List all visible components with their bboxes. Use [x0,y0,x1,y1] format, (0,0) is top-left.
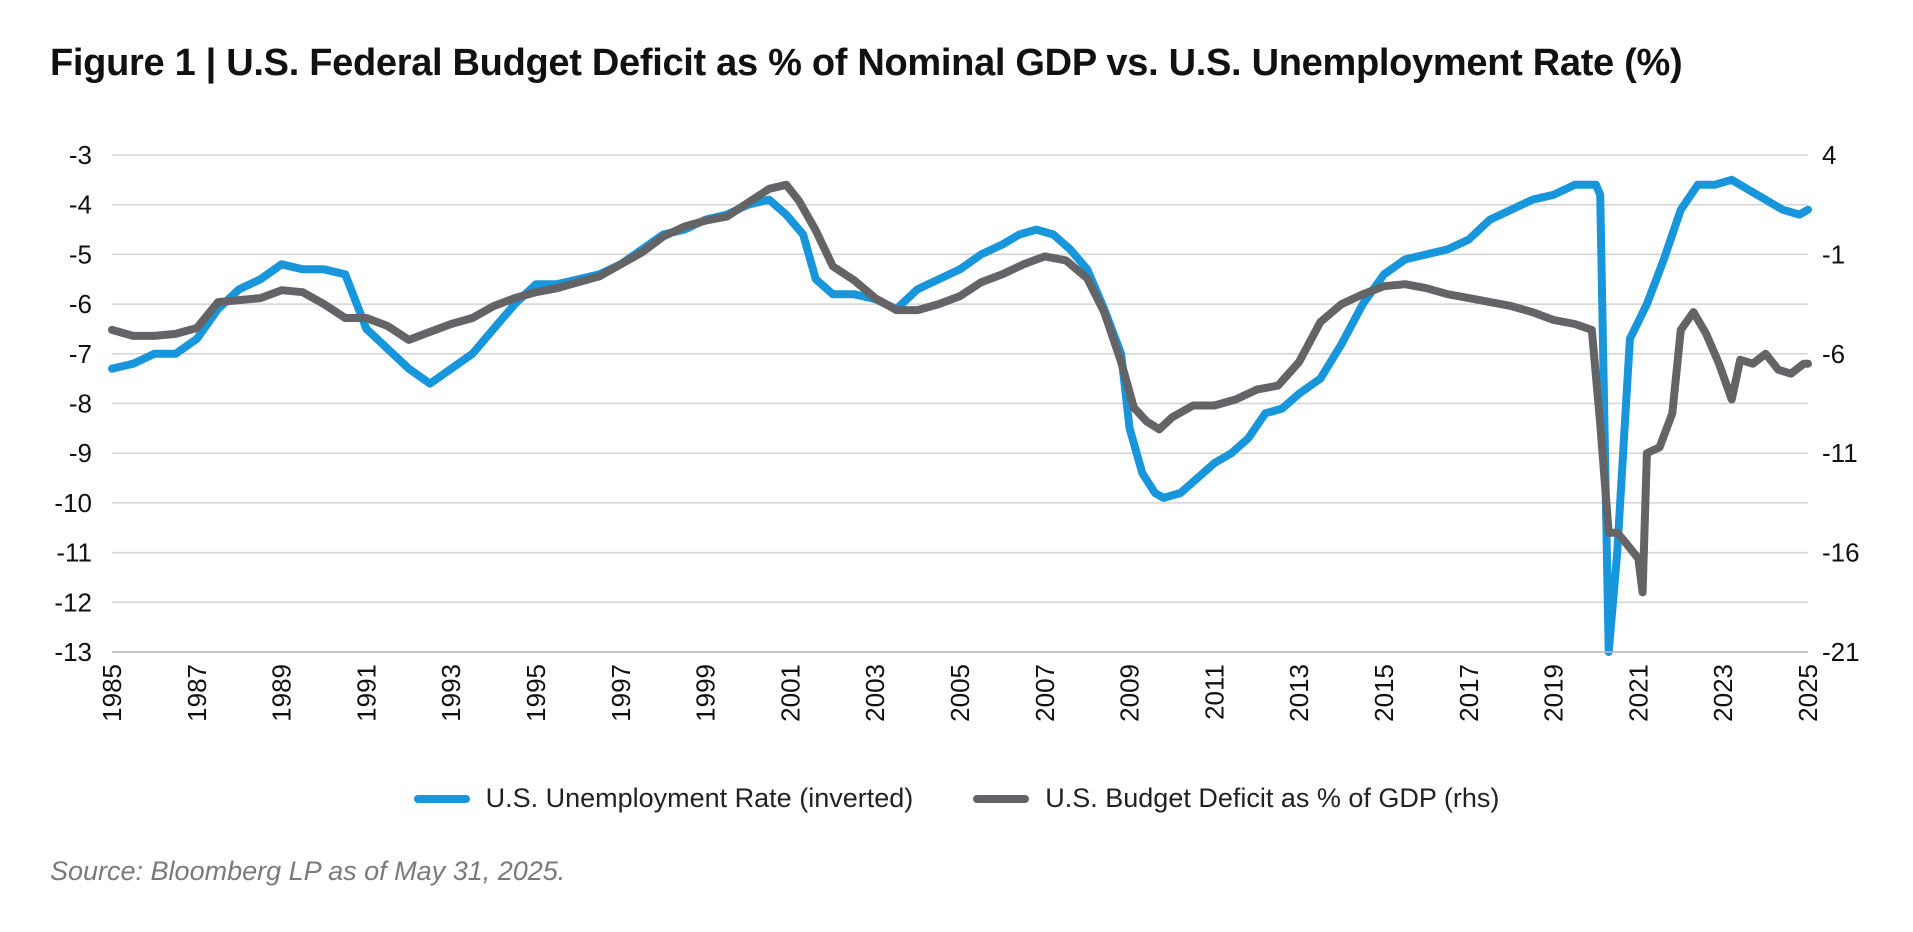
y-left-tick-label: -7 [69,339,92,369]
x-tick-label: 1995 [521,664,551,722]
y-left-tick-label: -13 [54,637,92,667]
x-tick-label: 2017 [1454,664,1484,722]
y-left-tick-label: -4 [69,190,92,220]
right-y-axis: 4 -1 -6 -11 -16 -21 [1822,140,1860,667]
x-tick-label: 2013 [1284,664,1314,722]
series-line-unemployment [108,175,1812,656]
x-tick-label: 2019 [1539,664,1569,722]
y-left-tick-label: -3 [69,140,92,170]
y-left-tick-label: -12 [54,587,92,617]
chart-title: Figure 1 | U.S. Federal Budget Deficit a… [50,42,1683,84]
y-right-tick-label: -6 [1822,339,1845,369]
x-tick-label: 2023 [1708,664,1738,722]
chart-legend: U.S. Unemployment Rate (inverted) U.S. B… [0,783,1913,814]
y-right-tick-label: -1 [1822,239,1845,269]
y-left-tick-label: -6 [69,289,92,319]
x-tick-label: 2025 [1793,664,1823,722]
x-tick-label: 1993 [436,664,466,722]
y-right-tick-label: -11 [1822,438,1858,468]
legend-swatch-deficit [973,794,1030,803]
dual-axis-line-chart: -3 -4 -5 -6 -7 -8 -9 -10 -11 -12 -13 4 -1 -6 -11 -16 -2… [54,140,1860,722]
x-tick-label: 1987 [182,664,212,722]
x-tick-label: 2015 [1369,664,1399,722]
y-right-tick-label: -21 [1822,637,1860,667]
legend-item-unemployment: U.S. Unemployment Rate (inverted) [413,783,914,814]
y-left-tick-label: -5 [69,239,92,269]
legend-item-deficit: U.S. Budget Deficit as % of GDP (rhs) [973,783,1499,814]
x-tick-label: 2007 [1030,664,1060,722]
legend-swatch-unemployment [413,794,470,803]
y-right-tick-label: 4 [1822,140,1836,170]
x-tick-label: 1985 [97,664,127,722]
x-tick-label: 2021 [1623,664,1653,722]
x-tick-label: 1997 [606,664,636,722]
x-tick-label: 1991 [351,664,381,722]
series-lines [108,175,1812,656]
source-note: Source: Bloomberg LP as of May 31, 2025. [50,856,566,886]
legend-label-deficit: U.S. Budget Deficit as % of GDP (rhs) [1045,783,1500,813]
left-y-axis: -3 -4 -5 -6 -7 -8 -9 -10 -11 -12 -13 [54,140,92,667]
x-tick-label: 2003 [860,664,890,722]
y-left-tick-label: -10 [54,488,92,518]
x-tick-label: 2001 [775,664,805,722]
series-line-deficit [108,180,1812,597]
x-tick-label: 2009 [1115,664,1145,722]
x-tick-label: 2011 [1199,664,1229,720]
x-axis: 1985 1987 1989 1991 1993 1995 1997 1999 2001 2003… [97,651,1823,722]
y-left-tick-label: -9 [69,438,92,468]
x-tick-label: 2005 [945,664,975,722]
y-right-tick-label: -16 [1822,538,1860,568]
x-tick-label: 1989 [267,664,297,722]
x-tick-label: 1999 [691,664,721,722]
legend-label-unemployment: U.S. Unemployment Rate (inverted) [485,783,914,813]
gridlines [112,154,1808,653]
y-left-tick-label: -8 [69,389,92,419]
y-left-tick-label: -11 [56,538,92,568]
